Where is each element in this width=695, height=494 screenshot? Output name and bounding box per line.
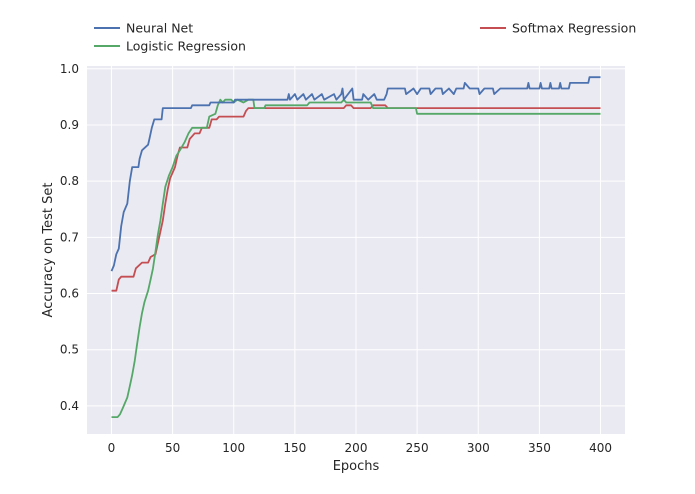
legend-item-softmax-regression: Softmax Regression: [480, 21, 636, 36]
series-line-softmax-regression: [111, 104, 601, 292]
legend-label-logistic-regression: Logistic Regression: [126, 39, 246, 54]
grid-lines: [87, 66, 625, 434]
y-tick-label: 0.4: [60, 399, 79, 413]
x-tick-label: 100: [222, 441, 245, 455]
y-tick-label: 0.8: [60, 174, 79, 188]
series-line-neural-net: [110, 76, 601, 272]
x-tick-label: 350: [528, 441, 551, 455]
legend-label-neural-net: Neural Net: [126, 21, 193, 36]
x-tick-label: 50: [165, 441, 180, 455]
legend: Neural Net Logistic Regression Softmax R…: [94, 21, 636, 54]
legend-item-neural-net: Neural Net: [94, 21, 193, 36]
x-tick-label: 300: [467, 441, 490, 455]
series-line-logistic-regression: [111, 98, 601, 418]
x-axis-label: Epochs: [333, 459, 380, 474]
x-tick-label: 150: [283, 441, 306, 455]
tick-labels: 0 50 100 150 200 250 300 350 400 0.4 0.5 0.6 0.7 0.8 0…: [60, 62, 612, 455]
y-tick-label: 0.7: [60, 230, 79, 244]
y-axis-label: Accuracy on Test Set: [41, 183, 56, 318]
x-tick-label: 200: [345, 441, 368, 455]
x-tick-label: 400: [589, 441, 612, 455]
y-tick-label: 0.5: [60, 343, 79, 357]
legend-item-logistic-regression: Logistic Regression: [94, 39, 246, 54]
y-tick-label: 0.9: [60, 118, 79, 132]
x-tick-label: 0: [108, 441, 116, 455]
x-tick-label: 250: [406, 441, 429, 455]
y-tick-label: 1.0: [60, 62, 79, 76]
y-tick-label: 0.6: [60, 287, 79, 301]
legend-label-softmax-regression: Softmax Regression: [512, 21, 636, 36]
series-lines: [110, 76, 601, 418]
